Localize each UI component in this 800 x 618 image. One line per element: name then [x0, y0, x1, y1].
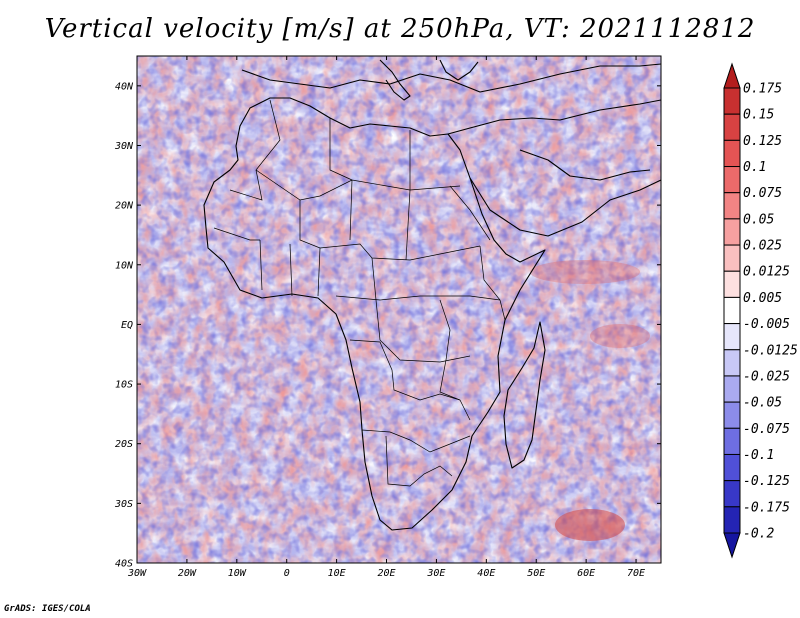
- lon-tick-label: 0: [284, 568, 290, 579]
- country-borders: [213, 99, 506, 487]
- lat-tick-label: 40N: [115, 81, 134, 92]
- colorbar-bottom-arrow: [723, 532, 741, 559]
- lat-tick-label: EQ: [121, 320, 133, 331]
- colorbar-label: 0.15: [743, 108, 774, 123]
- longitude-axis: 30W 20W 10W 0 10E 20E 30E 40E 50E 60E 70E: [127, 56, 645, 579]
- lon-tick-label: 60E: [577, 568, 595, 579]
- colorbar-label: -0.0125: [743, 343, 798, 358]
- madagascar-coast: [503, 321, 546, 469]
- colorbar-label: 0.025: [743, 239, 782, 254]
- updraft-band-2: [590, 324, 650, 348]
- lon-tick-label: 50E: [527, 568, 545, 579]
- colorbar-label: 0.175: [743, 82, 782, 97]
- lon-tick-label: 20W: [178, 568, 197, 579]
- colorbar-label: -0.005: [743, 317, 790, 332]
- vertical-velocity-field: [137, 56, 661, 563]
- colorbar: 0.175 0.15 0.125 0.1 0.075 0.05 0.025 0.0125 0.0…: [723, 62, 798, 559]
- lon-tick-label: 70E: [627, 568, 645, 579]
- colorbar-swatch: [723, 401, 741, 429]
- grads-credit: GrADS: IGES/COLA: [4, 604, 91, 614]
- colorbar-label: -0.025: [743, 369, 790, 384]
- lon-tick-label: 10W: [228, 568, 247, 579]
- lon-tick-label: 30E: [426, 568, 445, 579]
- lon-tick-label: 30W: [127, 568, 147, 579]
- lat-tick-label: 40S: [115, 559, 133, 570]
- lat-tick-label: 10S: [115, 380, 133, 391]
- colorbar-label: -0.05: [743, 396, 782, 411]
- colorbar-label: 0.005: [743, 291, 782, 306]
- colorbar-swatch: [723, 192, 741, 220]
- colorbar-swatch: [723, 218, 741, 246]
- colorbar-label: 0.0125: [743, 265, 790, 280]
- colorbar-swatch: [723, 480, 741, 508]
- colorbar-swatch: [723, 296, 741, 325]
- lon-tick-label: 20E: [377, 568, 395, 579]
- lat-tick-label: 30S: [114, 499, 133, 510]
- colorbar-swatch: [723, 375, 741, 403]
- colorbar-label: -0.075: [743, 422, 790, 437]
- colorbar-label: -0.1: [743, 448, 774, 463]
- lon-tick-label: 40E: [477, 568, 495, 579]
- coastlines: [203, 59, 661, 531]
- colorbar-label: 0.05: [743, 212, 774, 227]
- colorbar-swatch: [723, 244, 741, 272]
- colorbar-swatch: [723, 113, 741, 141]
- lon-tick-label: 10E: [328, 568, 346, 579]
- colorbar-label: -0.2: [743, 527, 774, 542]
- colorbar-label: 0.125: [743, 134, 782, 149]
- plot-frame: [136, 55, 662, 564]
- colorbar-swatch: [723, 270, 741, 298]
- latitude-axis: 40N 30N 20N 10N EQ 10S 20S 30S 40S: [114, 81, 661, 570]
- colorbar-label: 0.1: [743, 160, 766, 175]
- colorbar-label: -0.175: [743, 500, 790, 515]
- colorbar-swatch: [723, 349, 741, 377]
- colorbar-swatch: [723, 427, 741, 455]
- map-title: Vertical velocity [m/s] at 250hPa, VT: 2…: [44, 14, 756, 44]
- lat-tick-label: 20S: [115, 439, 133, 450]
- colorbar-label: 0.075: [743, 186, 782, 201]
- colorbar-swatch: [723, 166, 741, 194]
- updraft-band: [530, 260, 640, 284]
- strong-updraft-patch: [555, 509, 625, 541]
- colorbar-swatch: [723, 323, 741, 351]
- colorbar-swatch: [723, 139, 741, 168]
- colorbar-label: -0.125: [743, 474, 790, 489]
- colorbar-swatch: [723, 506, 741, 534]
- lat-tick-label: 30N: [114, 141, 134, 152]
- colorbar-top-arrow: [723, 62, 741, 89]
- lat-tick-label: 20N: [115, 201, 134, 212]
- lat-tick-label: 10N: [115, 260, 134, 271]
- colorbar-swatch: [723, 87, 741, 115]
- colorbar-swatch: [723, 453, 741, 482]
